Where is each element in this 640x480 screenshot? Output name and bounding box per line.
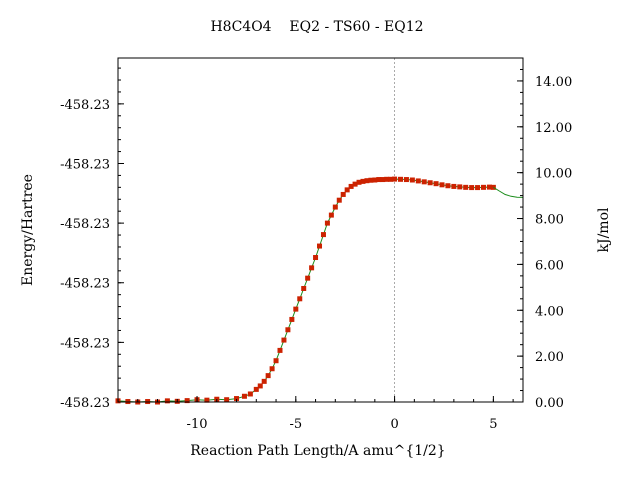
data-point	[398, 176, 404, 182]
data-point	[317, 243, 323, 249]
left-tick-label: -458.23	[60, 277, 110, 292]
data-point	[433, 181, 439, 187]
data-point	[301, 285, 307, 291]
data-point	[344, 187, 350, 193]
right-tick-label: 10.00	[535, 167, 572, 182]
data-point	[247, 391, 253, 397]
data-point	[241, 393, 247, 399]
data-point	[328, 212, 334, 218]
data-point	[309, 265, 315, 271]
data-point	[261, 378, 267, 384]
left-tick-label: -458.23	[60, 336, 110, 351]
data-point	[277, 347, 283, 353]
data-point	[204, 397, 210, 403]
data-point	[415, 178, 421, 184]
data-point	[313, 255, 319, 261]
right-tick-label: 8.00	[535, 213, 564, 228]
data-point	[469, 185, 475, 191]
x-tick-label: -10	[187, 417, 208, 432]
data-point	[265, 373, 271, 379]
right-tick-label: 14.00	[535, 75, 572, 90]
plot-frame	[117, 57, 524, 403]
x-axis-label: Reaction Path Length/A amu^{1/2}	[190, 443, 445, 459]
data-point	[324, 220, 330, 226]
data-point	[184, 398, 190, 404]
data-point	[490, 184, 496, 190]
data-point	[486, 184, 492, 190]
data-point	[439, 182, 445, 188]
data-point	[348, 183, 354, 189]
data-point	[421, 179, 427, 185]
x-axis: -10 -5 0 5	[117, 396, 514, 432]
data-point	[360, 178, 366, 184]
data-point	[463, 184, 469, 190]
x-tick-label: 0	[390, 417, 398, 432]
left-axis-label: Energy/Hartree	[20, 174, 36, 286]
series-layer	[115, 176, 524, 405]
left-tick-label: -458.23	[60, 157, 110, 172]
data-point	[320, 232, 326, 238]
data-point	[224, 397, 230, 403]
data-point	[281, 337, 287, 343]
data-point	[297, 296, 303, 302]
data-point	[293, 306, 299, 312]
data-point	[273, 358, 279, 364]
data-point	[234, 396, 240, 402]
data-point	[352, 181, 358, 187]
chart-title: H8C4O4 EQ2 - TS60 - EQ12	[210, 19, 423, 35]
left-tick-label: -458.23	[60, 217, 110, 232]
data-point	[388, 176, 394, 182]
right-axis: 0.00 2.00 4.00 6.00 8.00 10.00 12.00 14.00	[517, 57, 572, 411]
data-point	[164, 398, 170, 404]
right-tick-label: 4.00	[535, 304, 564, 319]
right-tick-label: 0.00	[535, 396, 564, 411]
data-point	[340, 191, 346, 197]
right-axis-label: kJ/mol	[596, 207, 612, 253]
data-point	[475, 185, 481, 191]
data-point	[409, 177, 415, 183]
data-point	[451, 183, 457, 189]
data-point	[336, 197, 342, 203]
data-point	[376, 177, 382, 183]
data-point	[305, 275, 311, 281]
data-point	[445, 183, 451, 189]
data-point	[285, 327, 291, 333]
left-axis: -458.23 -458.23 -458.23 -458.23 -458.23 -458.…	[60, 67, 124, 411]
left-tick-label: -458.23	[60, 396, 110, 411]
left-tick-label: -458.23	[60, 98, 110, 113]
series-line-1	[493, 186, 524, 198]
data-point	[403, 177, 409, 183]
data-point	[289, 316, 295, 322]
data-point	[384, 176, 390, 182]
data-point	[332, 204, 338, 210]
data-point	[269, 366, 275, 372]
data-point	[253, 386, 259, 392]
data-point	[257, 383, 263, 389]
data-point	[457, 184, 463, 190]
data-point	[392, 176, 398, 182]
right-tick-label: 6.00	[535, 258, 564, 273]
data-point	[356, 179, 362, 185]
right-tick-label: 2.00	[535, 350, 564, 365]
data-point	[480, 184, 486, 190]
data-point	[427, 180, 433, 186]
right-tick-label: 12.00	[535, 121, 572, 136]
x-tick-label: 5	[489, 417, 497, 432]
data-point	[380, 177, 386, 183]
data-point	[364, 178, 370, 184]
data-point	[368, 177, 374, 183]
x-tick-label: -5	[289, 417, 302, 432]
data-point	[372, 177, 378, 183]
